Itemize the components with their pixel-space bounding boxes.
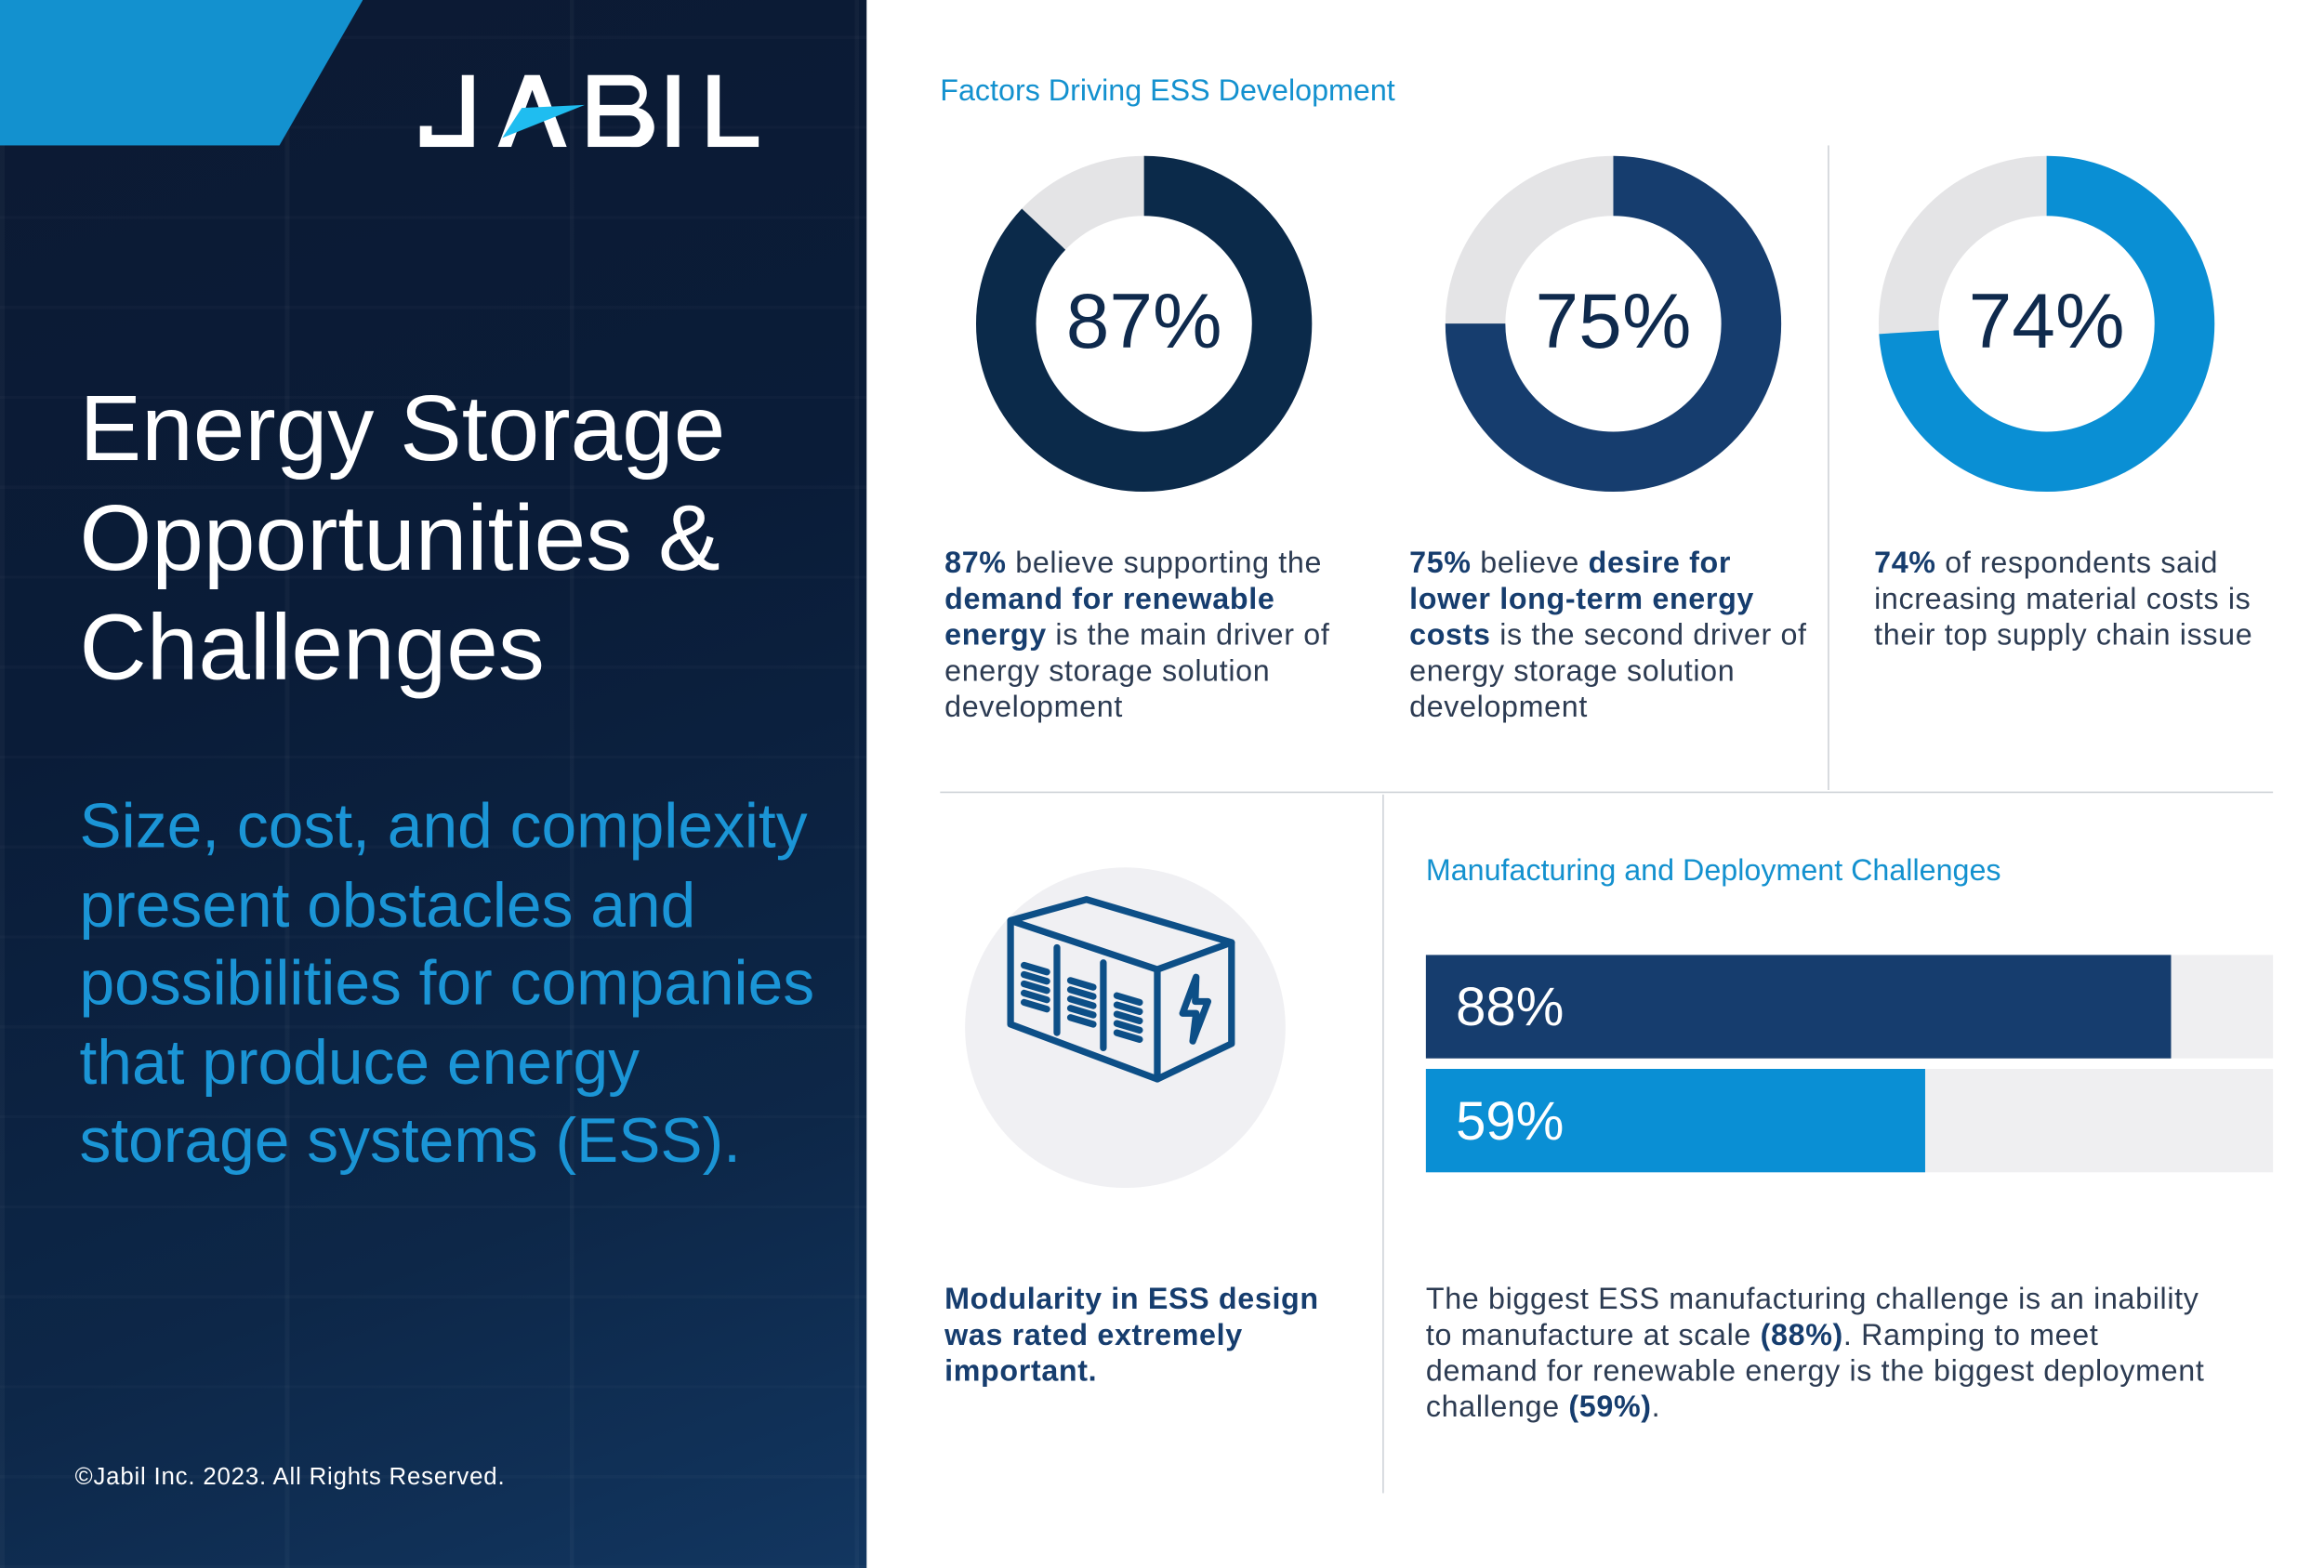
highlight-text: (59%) <box>1568 1390 1652 1425</box>
caption-text: is the main driver of energy storage sol… <box>944 619 1330 725</box>
subtitle: Size, cost, and complexity present obsta… <box>79 789 815 1176</box>
highlight-text: 87% <box>944 547 1007 581</box>
copyright: ©Jabil Inc. 2023. All Rights Reserved. <box>74 1464 506 1491</box>
donut-caption: 74% of respondents said increasing mater… <box>1874 546 2276 653</box>
donut-percent: 75% <box>1535 278 1692 366</box>
caption-text: of respondents said increasing material … <box>1874 547 2253 652</box>
highlight-text: desire for lower long-term energy costs <box>1409 547 1755 652</box>
highlight-text: demand for renewable energy <box>944 583 1275 652</box>
donut-chart: 74% <box>1877 154 2216 494</box>
bar-label: 88% <box>1456 975 1565 1038</box>
caption-text: is the second driver of energy storage s… <box>1409 619 1807 725</box>
challenge-bar: 59% <box>1425 1068 2274 1173</box>
challenge-bar: 88% <box>1425 955 2274 1059</box>
donut-percent: 74% <box>1968 278 2125 366</box>
donut-caption: 87% believe supporting the demand for re… <box>944 546 1346 726</box>
bar-label: 59% <box>1456 1089 1565 1152</box>
donut-value-arc <box>1878 155 2215 493</box>
highlight-text: 74% <box>1874 547 1936 581</box>
hero-panel: Energy Storage Opportunities & Challenge… <box>0 0 867 1568</box>
modularity-caption: Modularity in ESS design was rated extre… <box>944 1283 1319 1389</box>
factors-heading: Factors Driving ESS Development <box>940 74 1395 109</box>
challenges-heading: Manufacturing and Deployment Challenges <box>1425 854 2001 888</box>
caption-text: believe <box>1471 547 1589 581</box>
donut-value-arc <box>1445 155 1782 493</box>
bar-fill: 88% <box>1425 955 2172 1059</box>
bar-fill: 59% <box>1425 1068 1926 1173</box>
energy-storage-container-icon <box>965 867 1286 1189</box>
donut-value-arc <box>975 155 1313 493</box>
donut-chart: 75% <box>1444 154 1783 494</box>
page-title: Energy Storage Opportunities & Challenge… <box>79 375 725 703</box>
caption-text: . Ramping to meet demand for renewable e… <box>1425 1319 2205 1425</box>
jabil-logo <box>419 74 759 148</box>
caption-text: . <box>1651 1390 1661 1425</box>
divider <box>1828 145 1829 790</box>
highlight-text: 75% <box>1409 547 1472 581</box>
divider <box>940 791 2274 794</box>
title-line: Opportunities & <box>79 487 720 591</box>
title-line: Energy Storage <box>79 377 726 481</box>
donut-percent: 87% <box>1065 278 1222 366</box>
caption-text: The biggest ESS manufacturing challenge … <box>1425 1283 2199 1352</box>
highlight-text: (88%) <box>1760 1319 1843 1352</box>
caption-text: believe supporting the <box>1006 547 1323 581</box>
title-line: Challenges <box>79 596 545 701</box>
donut-chart: 87% <box>974 154 1314 494</box>
donut-caption: 75% believe desire for lower long-term e… <box>1409 546 1811 726</box>
challenges-caption: The biggest ESS manufacturing challenge … <box>1426 1282 2206 1426</box>
divider <box>1382 794 1384 1494</box>
background-photo <box>0 0 867 1568</box>
